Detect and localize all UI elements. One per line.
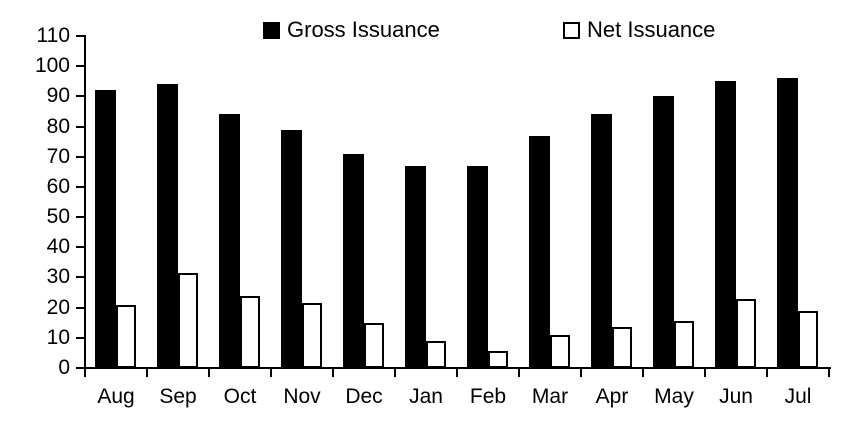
- gross-bar-apr: [591, 114, 612, 368]
- x-axis-label-oct: Oct: [223, 385, 257, 408]
- x-axis-label-aug: Aug: [97, 385, 135, 408]
- y-tick-mark: [76, 306, 86, 309]
- net-bar-apr: [612, 327, 632, 368]
- y-tick-mark: [76, 65, 86, 68]
- x-tick-mark: [208, 368, 210, 377]
- net-bar-aug: [116, 304, 136, 368]
- net-bar-oct: [240, 295, 260, 368]
- x-tick-mark: [766, 368, 768, 377]
- net-bar-dec: [364, 322, 384, 368]
- gross-bar-may: [653, 96, 674, 368]
- x-tick-mark: [828, 368, 830, 377]
- net-bar-jan: [426, 340, 446, 368]
- x-axis-label-mar: Mar: [531, 385, 569, 408]
- y-tick-label: 40: [46, 235, 70, 259]
- gross-bar-jun: [715, 81, 736, 368]
- gross-bar-feb: [467, 165, 488, 368]
- y-tick-label: 110: [36, 24, 70, 47]
- y-tick-mark: [76, 276, 86, 279]
- net-bar-sep: [178, 272, 198, 368]
- x-tick-mark: [456, 368, 458, 377]
- x-axis-label-may: May: [654, 385, 694, 408]
- gross-bar-dec: [343, 153, 364, 368]
- x-tick-mark: [146, 368, 148, 377]
- x-axis-label-jun: Jun: [719, 385, 753, 408]
- y-tick-label: 80: [46, 114, 70, 138]
- y-axis-line: [84, 35, 86, 370]
- x-axis-label-sep: Sep: [159, 385, 197, 408]
- x-axis-label-nov: Nov: [283, 385, 321, 408]
- gross-bar-mar: [529, 135, 550, 368]
- y-tick-mark: [76, 216, 86, 219]
- legend-item-gross-issuance: Gross Issuance: [263, 18, 440, 42]
- net-issuance-swatch-icon: [563, 21, 580, 39]
- net-bar-nov: [302, 303, 322, 368]
- x-tick-mark: [270, 368, 272, 377]
- x-tick-mark: [580, 368, 582, 377]
- y-tick-label: 10: [46, 325, 70, 349]
- gross-issuance-swatch-icon: [263, 21, 280, 39]
- x-axis-label-apr: Apr: [595, 385, 629, 408]
- y-tick-label: 70: [46, 144, 70, 168]
- y-tick-mark: [76, 155, 86, 158]
- gross-bar-aug: [95, 90, 116, 368]
- x-axis-label-feb: Feb: [469, 385, 507, 408]
- y-tick-mark: [76, 125, 86, 128]
- y-tick-mark: [76, 35, 86, 37]
- net-bar-mar: [550, 334, 570, 368]
- net-bar-jul: [798, 310, 818, 368]
- y-tick-label: 20: [46, 295, 70, 319]
- x-axis-label-jul: Jul: [784, 385, 812, 408]
- y-tick-mark: [76, 246, 86, 249]
- y-tick-label: 30: [46, 265, 70, 289]
- gross-bar-sep: [157, 84, 178, 368]
- x-axis-label-dec: Dec: [345, 385, 383, 408]
- x-tick-mark: [704, 368, 706, 377]
- y-tick-mark: [76, 185, 86, 188]
- x-tick-mark: [332, 368, 334, 377]
- x-tick-mark: [84, 368, 86, 377]
- y-tick-mark: [76, 367, 86, 369]
- net-bar-may: [674, 321, 694, 368]
- x-axis-label-jan: Jan: [409, 385, 443, 408]
- gross-bar-nov: [281, 129, 302, 368]
- y-tick-label: 90: [46, 84, 70, 108]
- y-tick-label: 60: [46, 174, 70, 198]
- net-bar-feb: [488, 351, 508, 368]
- net-bar-jun: [736, 298, 756, 368]
- y-tick-label: 50: [46, 205, 70, 229]
- x-axis-line: [84, 367, 831, 369]
- x-tick-mark: [642, 368, 644, 377]
- y-tick-mark: [76, 336, 86, 339]
- legend-label-gross-issuance: Gross Issuance: [287, 17, 440, 42]
- gross-bar-oct: [219, 114, 240, 368]
- legend-label-net-issuance: Net Issuance: [587, 17, 716, 42]
- x-tick-mark: [394, 368, 396, 377]
- y-tick-mark: [76, 95, 86, 98]
- x-tick-mark: [518, 368, 520, 377]
- y-tick-label: 100: [34, 54, 70, 78]
- gross-bar-jan: [405, 165, 426, 368]
- legend-item-net-issuance: Net Issuance: [563, 18, 715, 42]
- gross-bar-jul: [777, 78, 798, 368]
- y-tick-label: 0: [58, 356, 70, 379]
